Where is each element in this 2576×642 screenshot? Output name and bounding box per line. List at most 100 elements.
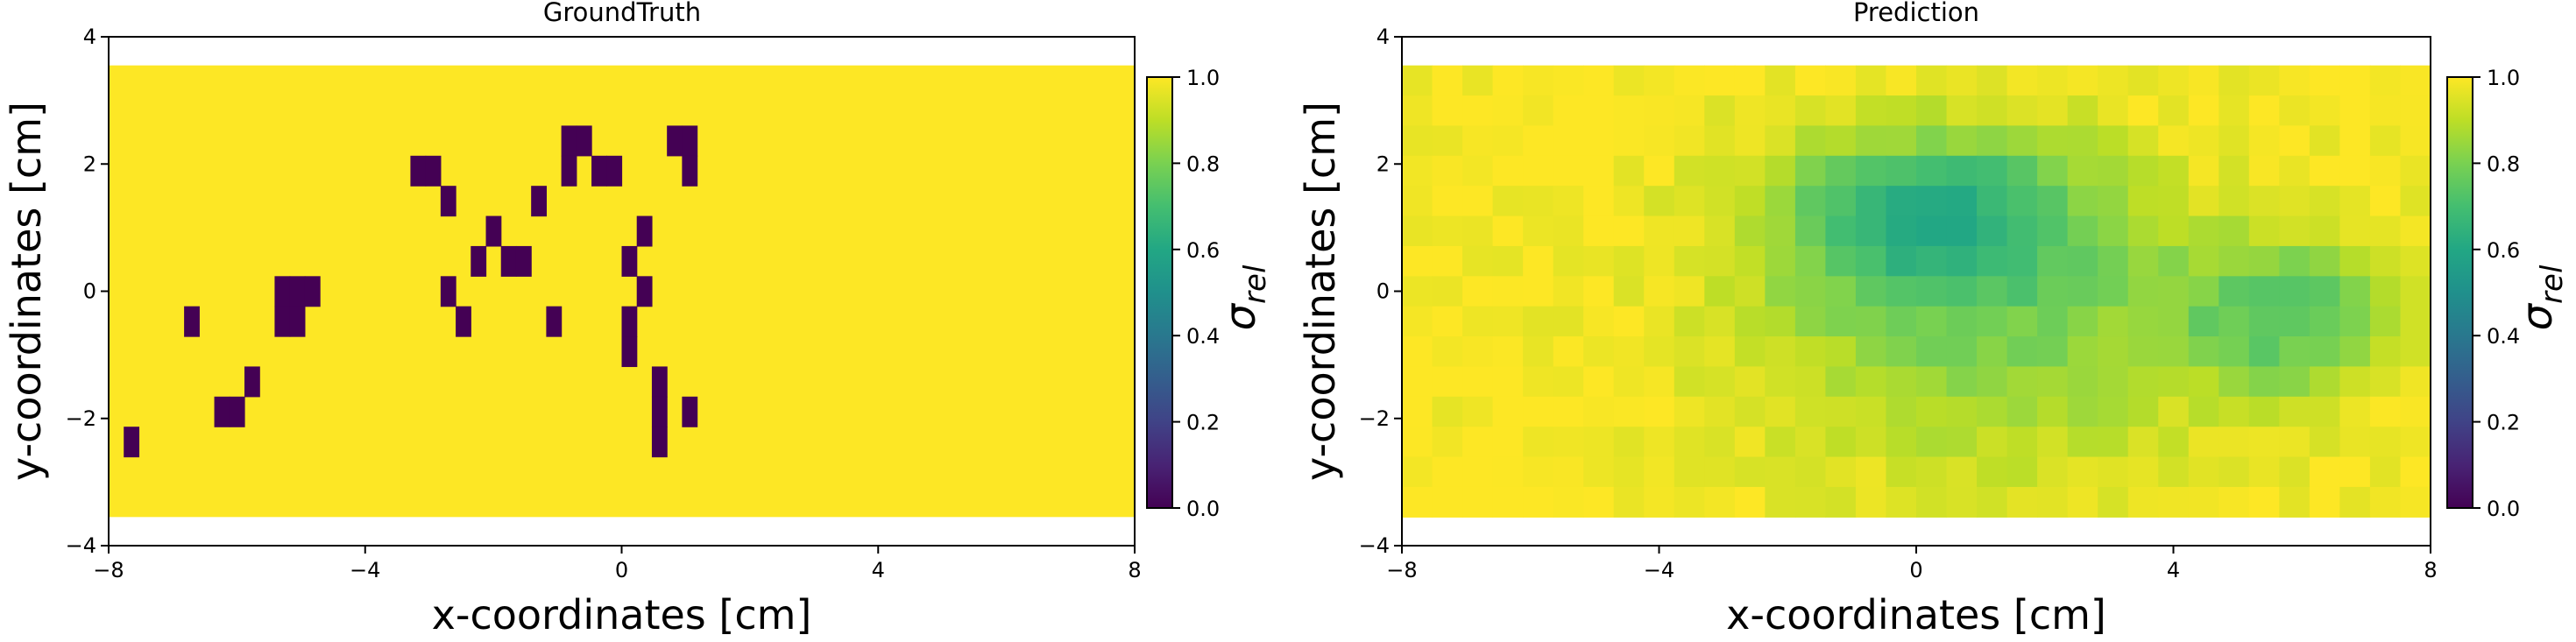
colorbar-tick-label: 0.2: [1186, 411, 1220, 435]
heatmap-cell: [2279, 186, 2311, 217]
heatmap-cell: [1855, 396, 1887, 427]
heatmap-cell: [2098, 486, 2129, 518]
heatmap-cell: [1553, 125, 1584, 157]
heatmap-cell: [1977, 155, 2008, 187]
heatmap-cell: [1583, 427, 1615, 458]
heatmap-cell: [1402, 456, 1433, 488]
heatmap-cell: [1977, 186, 2008, 217]
heatmap-cell: [1644, 486, 1675, 518]
heatmap-cell: [1462, 276, 1494, 307]
heatmap-cell: [1644, 427, 1675, 458]
heatmap-cell: [2188, 155, 2219, 187]
heatmap-cell: [1886, 306, 1917, 337]
heatmap-cell: [1916, 125, 1948, 157]
heatmap-cell: [1886, 486, 1917, 518]
heatmap-cell: [2279, 486, 2311, 518]
heatmap-cell: [2309, 456, 2341, 488]
heatmap-cell: [2339, 215, 2371, 247]
heatmap-cell: [1855, 125, 1887, 157]
heatmap-cell: [1553, 245, 1584, 277]
heatmap-cell: [2400, 245, 2431, 277]
x-tick-label: 8: [2424, 558, 2437, 582]
heatmap-cell: [1704, 306, 1736, 337]
heatmap-cell: [2219, 215, 2250, 247]
heatmap-cell: [2279, 245, 2311, 277]
heatmap-cell: [515, 245, 532, 277]
heatmap-cell: [1583, 125, 1615, 157]
heatmap-cell: [1916, 155, 1948, 187]
heatmap-cell: [2098, 366, 2129, 398]
heatmap-cell: [2219, 396, 2250, 427]
heatmap-cell: [2006, 155, 2038, 187]
heatmap-cell: [1492, 125, 1524, 157]
heatmap-cell: [1946, 125, 1978, 157]
heatmap-cell: [1583, 215, 1615, 247]
heatmap-cell: [2098, 95, 2129, 127]
heatmap-cell: [1462, 155, 1494, 187]
heatmap-cell: [1886, 456, 1917, 488]
heatmap-cell: [1583, 276, 1615, 307]
heatmap-cell: [2158, 65, 2190, 96]
heatmap-cell: [1855, 336, 1887, 368]
heatmap-cell: [1977, 306, 2008, 337]
heatmap-cell: [1704, 95, 1736, 127]
heatmap-cell: [2279, 306, 2311, 337]
heatmap-cell: [2037, 366, 2069, 398]
colorbar-tick-label: 1.0: [1186, 66, 1220, 90]
heatmap-cell: [2248, 456, 2280, 488]
heatmap-cell: [2098, 215, 2129, 247]
heatmap-cell: [1916, 245, 1948, 277]
heatmap-cell: [1432, 215, 1463, 247]
heatmap-cell: [1462, 245, 1494, 277]
heatmap-cell: [1553, 155, 1584, 187]
heatmap-cell: [1886, 186, 1917, 217]
heatmap-cell: [1825, 215, 1857, 247]
colorbar-tick-label: 0.6: [1186, 238, 1220, 263]
heatmap-cell: [1794, 306, 1827, 337]
heatmap-cell: [1886, 366, 1917, 398]
heatmap-cell: [2219, 276, 2250, 307]
heatmap-cell: [1613, 366, 1645, 398]
heatmap-cell: [2158, 427, 2190, 458]
heatmap-cell: [1734, 456, 1766, 488]
heatmap-cell: [1583, 456, 1615, 488]
heatmap-cell: [1794, 95, 1827, 127]
heatmap-cell: [1613, 306, 1645, 337]
heatmap-cell: [2248, 125, 2280, 157]
heatmap-cell: [2400, 215, 2431, 247]
x-tick-label: −4: [350, 558, 380, 582]
heatmap-cell: [1825, 276, 1857, 307]
heatmap-cell: [2309, 336, 2341, 368]
heatmap-cell: [2339, 486, 2371, 518]
heatmap-cell: [2369, 65, 2402, 96]
heatmap-cell: [1613, 215, 1645, 247]
heatmap-cell: [1523, 155, 1554, 187]
heatmap-cell: [2188, 276, 2219, 307]
heatmap-cell: [2279, 396, 2311, 427]
heatmap-cell: [2188, 396, 2219, 427]
heatmap-cell: [1644, 65, 1675, 96]
heatmap-cell: [1432, 95, 1463, 127]
heatmap-cell: [2248, 306, 2280, 337]
heatmap-cell: [1946, 276, 1978, 307]
heatmap-cell: [2037, 95, 2069, 127]
heatmap-cell: [1553, 336, 1584, 368]
heatmap-cell: [1794, 366, 1827, 398]
heatmap-cell: [2006, 276, 2038, 307]
heatmap-cell: [1704, 276, 1736, 307]
heatmap-cell: [2339, 336, 2371, 368]
heatmap-cell: [1946, 215, 1978, 247]
heatmap-cell: [1402, 427, 1433, 458]
heatmap-cell: [1916, 306, 1948, 337]
heatmap-cell: [1523, 396, 1554, 427]
heatmap-cell: [1886, 336, 1917, 368]
heatmap-cell: [1794, 456, 1827, 488]
heatmap-cell: [1886, 155, 1917, 187]
heatmap-cell: [2127, 65, 2159, 96]
heatmap-cell: [1583, 186, 1615, 217]
heatmap-cell: [1855, 186, 1887, 217]
heatmap-cell: [2400, 65, 2431, 96]
heatmap-cell: [1977, 336, 2008, 368]
heatmap-cell: [2369, 366, 2402, 398]
heatmap-cells: [1402, 65, 2431, 518]
